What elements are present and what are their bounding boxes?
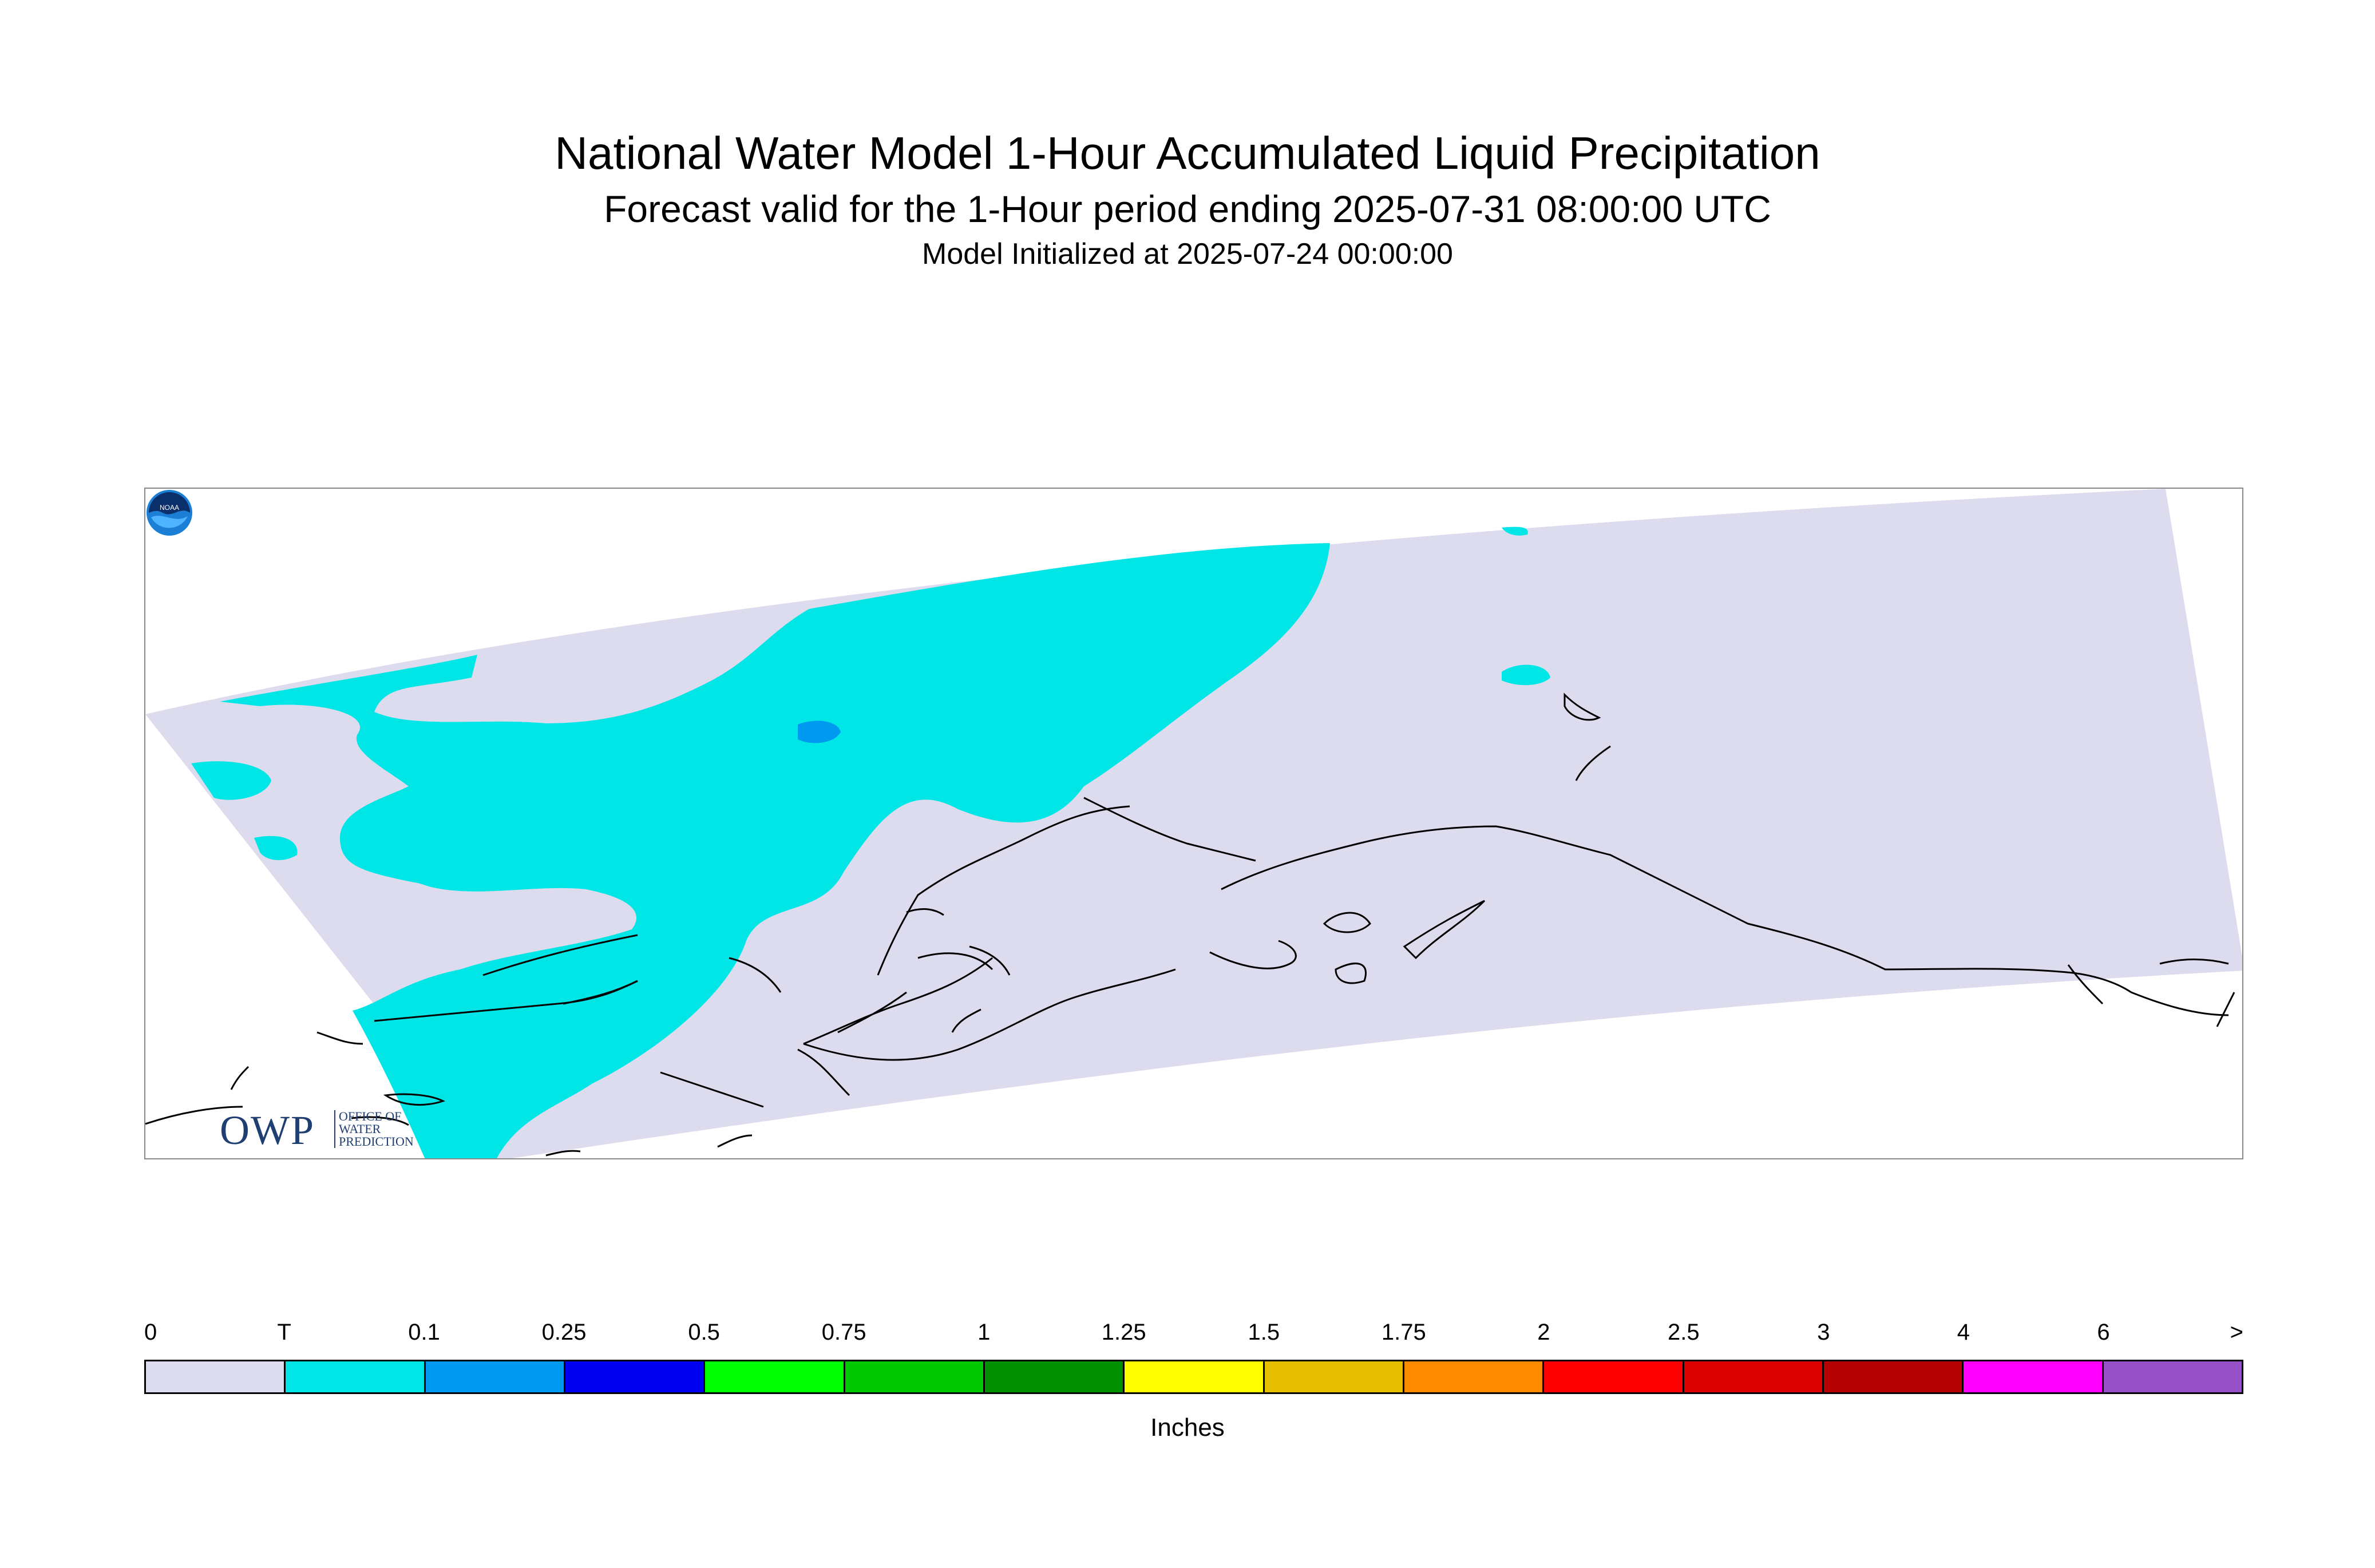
legend-swatch — [286, 1361, 426, 1392]
legend-label: 0 — [144, 1320, 157, 1345]
map-subtitle: Forecast valid for the 1-Hour period end… — [604, 188, 1771, 230]
legend-label: 2.5 — [1668, 1320, 1700, 1345]
legend-label: 0.1 — [408, 1320, 440, 1345]
noaa-logo-text: NOAA — [160, 504, 179, 512]
legend-label: 0.25 — [541, 1320, 587, 1345]
legend-label: 3 — [1817, 1320, 1830, 1345]
trace-patch-arctic — [1502, 526, 1528, 536]
trace-precip-area — [220, 543, 1330, 1158]
legend-colorbar — [144, 1360, 2243, 1394]
map-title: National Water Model 1-Hour Accumulated … — [555, 128, 1820, 179]
legend-swatch — [1264, 1361, 1404, 1392]
legend-swatch — [146, 1361, 286, 1392]
trace-patch-west-2 — [254, 836, 298, 861]
legend-swatch — [1964, 1361, 2104, 1392]
legend-swatch — [705, 1361, 845, 1392]
legend-label: 4 — [1957, 1320, 1970, 1345]
legend-swatch — [1544, 1361, 1684, 1392]
legend-label: 1.25 — [1101, 1320, 1146, 1345]
light-blue-spot — [798, 720, 841, 743]
legend-label: 0.75 — [821, 1320, 866, 1345]
map-panel: OWP OFFICE OF WATER PREDICTION NOAA — [144, 488, 2243, 1159]
legend-swatch — [1684, 1361, 1824, 1392]
legend-label: 2 — [1537, 1320, 1550, 1345]
trace-patch-west — [191, 761, 271, 800]
legend-label: 6 — [2097, 1320, 2110, 1345]
model-init-text: Model Initialized at 2025-07-24 00:00:00 — [922, 237, 1453, 271]
legend-label: 1.75 — [1381, 1320, 1426, 1345]
legend-label: 0.5 — [688, 1320, 720, 1345]
precipitation-map — [145, 489, 2242, 1158]
legend-labels: 0 T 0.1 0.25 0.5 0.75 1 1.25 1.5 1.75 2 2.5 3 4 6 > — [144, 1320, 2243, 1354]
owp-logo-subtitle: OFFICE OF WATER PREDICTION — [334, 1110, 436, 1148]
legend-swatch — [1125, 1361, 1265, 1392]
legend-swatch — [565, 1361, 706, 1392]
legend-swatch — [2103, 1361, 2242, 1392]
legend-label: T — [277, 1320, 291, 1345]
legend-label: > — [2230, 1320, 2243, 1345]
owp-logo-letters: OWP — [220, 1107, 315, 1153]
legend-swatch — [984, 1361, 1125, 1392]
legend-label: 1.5 — [1248, 1320, 1280, 1345]
legend-swatch — [1823, 1361, 1964, 1392]
legend-swatch — [845, 1361, 985, 1392]
trace-patch-north — [1502, 664, 1550, 686]
noaa-logo: NOAA — [147, 490, 192, 536]
legend-units: Inches — [1150, 1413, 1225, 1442]
legend-swatch — [425, 1361, 565, 1392]
coastlines — [145, 692, 2235, 1157]
legend-label: 1 — [977, 1320, 991, 1345]
legend-swatch — [1404, 1361, 1545, 1392]
